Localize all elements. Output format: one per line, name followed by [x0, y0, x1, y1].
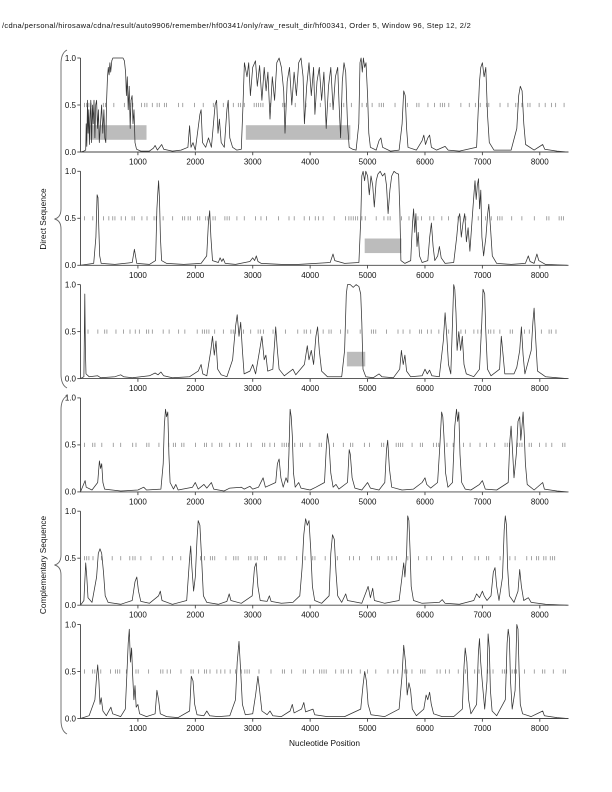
x-tick-label: 4000 [301, 724, 319, 733]
exon-box [245, 125, 351, 140]
y-tick-label: 1.0 [65, 507, 77, 516]
y-tick-label: 0.5 [65, 101, 77, 110]
x-tick-label: 8000 [531, 497, 549, 506]
x-tick-label: 1000 [129, 384, 147, 393]
x-tick-label: 4000 [301, 384, 319, 393]
y-tick-label: 0.5 [65, 327, 77, 336]
exon-box [346, 351, 366, 367]
panels-group: 0.0 0.5 1.0 1000 2000 3000 4000 5000 6000 7000 800… [65, 54, 569, 733]
y-tick-label: 0.0 [65, 488, 77, 497]
orf-marker-row [84, 102, 565, 108]
x-tick-label: 2000 [186, 271, 204, 280]
x-tick-label: 4000 [301, 158, 319, 167]
y-tick-label: 0.0 [65, 714, 77, 723]
y-tick-label: 1.0 [65, 167, 77, 176]
x-tick-label: 6000 [416, 497, 434, 506]
x-tick-label: 1000 [129, 611, 147, 620]
x-tick-label: 5000 [359, 271, 377, 280]
x-tick-label: 7000 [473, 158, 491, 167]
panel-axes [80, 624, 569, 719]
probability-trace [80, 284, 568, 379]
x-tick-label: 7000 [473, 497, 491, 506]
y-tick-label: 1.0 [65, 280, 77, 289]
x-tick-label: 2000 [186, 611, 204, 620]
y-tick-label: 0.5 [65, 667, 77, 676]
x-tick-label: 6000 [416, 611, 434, 620]
panel-axes [80, 511, 569, 606]
y-tick-label: 0.0 [65, 374, 77, 383]
x-tick-label: 6000 [416, 384, 434, 393]
x-tick-label: 5000 [359, 158, 377, 167]
panel-1: 0.0 0.5 1.0 1000 2000 3000 4000 5000 6000 7000 800… [65, 54, 569, 167]
group-label-direct: Direct Sequence [38, 188, 48, 250]
y-tick-label: 1.0 [65, 54, 77, 63]
x-tick-label: 5000 [359, 497, 377, 506]
x-tick-label: 5000 [359, 724, 377, 733]
x-tick-label: 1000 [129, 158, 147, 167]
panel-3: 0.0 0.5 1.0 1000 2000 3000 4000 5000 6000 7000 800… [65, 280, 569, 393]
probability-trace [80, 170, 568, 266]
orf-marker-row [84, 329, 557, 334]
y-tick-label: 0.0 [65, 148, 77, 157]
x-tick-label: 8000 [531, 271, 549, 280]
x-tick-label: 5000 [359, 611, 377, 620]
x-tick-label: 6000 [416, 271, 434, 280]
x-tick-label: 6000 [416, 158, 434, 167]
x-tick-label: 2000 [186, 724, 204, 733]
group-label-complementary: Complementary Sequence [38, 515, 48, 614]
x-tick-label: 8000 [531, 158, 549, 167]
brace-direct-sequence [54, 49, 68, 389]
x-tick-label: 2000 [186, 497, 204, 506]
x-tick-label: 1000 [129, 724, 147, 733]
x-tick-label: 3000 [244, 497, 262, 506]
x-tick-label: 2000 [186, 158, 204, 167]
x-tick-label: 4000 [301, 497, 319, 506]
brace-complementary-sequence [54, 395, 68, 735]
x-tick-label: 7000 [473, 271, 491, 280]
y-tick-label: 0.5 [65, 214, 77, 223]
orf-marker-row [84, 556, 556, 561]
exon-box [364, 238, 402, 254]
x-tick-label: 4000 [301, 271, 319, 280]
panel-4: 0.0 0.5 1.0 1000 2000 3000 4000 5000 6000 7000 800… [65, 394, 569, 506]
x-tick-label: 8000 [531, 724, 549, 733]
x-tick-label: 1000 [129, 497, 147, 506]
x-tick-label: 2000 [186, 384, 204, 393]
y-tick-label: 1.0 [65, 394, 77, 403]
y-tick-label: 0.0 [65, 261, 77, 270]
probability-trace [80, 624, 568, 719]
x-tick-label: 5000 [359, 384, 377, 393]
y-tick-label: 0.5 [65, 554, 77, 563]
x-tick-label: 8000 [531, 611, 549, 620]
probability-trace [80, 408, 568, 493]
x-tick-label: 7000 [473, 611, 491, 620]
x-tick-label: 6000 [416, 724, 434, 733]
x-tick-label: 3000 [244, 158, 262, 167]
orf-marker-row [84, 442, 566, 447]
panel-6: 0.0 0.5 1.0 1000 2000 3000 4000 5000 6000 7000 800… [65, 620, 569, 733]
x-tick-label: 7000 [473, 724, 491, 733]
x-axis-title: Nucleotide Position [289, 738, 360, 748]
y-tick-label: 0.0 [65, 601, 77, 610]
x-tick-label: 7000 [473, 384, 491, 393]
panel-axes [80, 284, 569, 380]
panel-5: 0.0 0.5 1.0 1000 2000 3000 4000 5000 6000 7000 800… [65, 507, 569, 620]
exon-box [89, 125, 147, 140]
figure-header-path: /cdna/personal/hirosawa/cdna/result/auto… [2, 21, 472, 30]
x-tick-label: 3000 [244, 271, 262, 280]
x-tick-label: 4000 [301, 611, 319, 620]
panel-2: 0.0 0.5 1.0 1000 2000 3000 4000 5000 6000 7000 800… [65, 167, 569, 280]
y-tick-label: 0.5 [65, 441, 77, 450]
probability-trace [80, 57, 568, 153]
orf-marker-row [84, 669, 566, 674]
y-tick-label: 1.0 [65, 620, 77, 629]
probability-trace [80, 515, 568, 606]
x-tick-label: 3000 [244, 611, 262, 620]
x-tick-label: 3000 [244, 384, 262, 393]
x-tick-label: 8000 [531, 384, 549, 393]
x-tick-label: 3000 [244, 724, 262, 733]
x-tick-label: 1000 [129, 271, 147, 280]
